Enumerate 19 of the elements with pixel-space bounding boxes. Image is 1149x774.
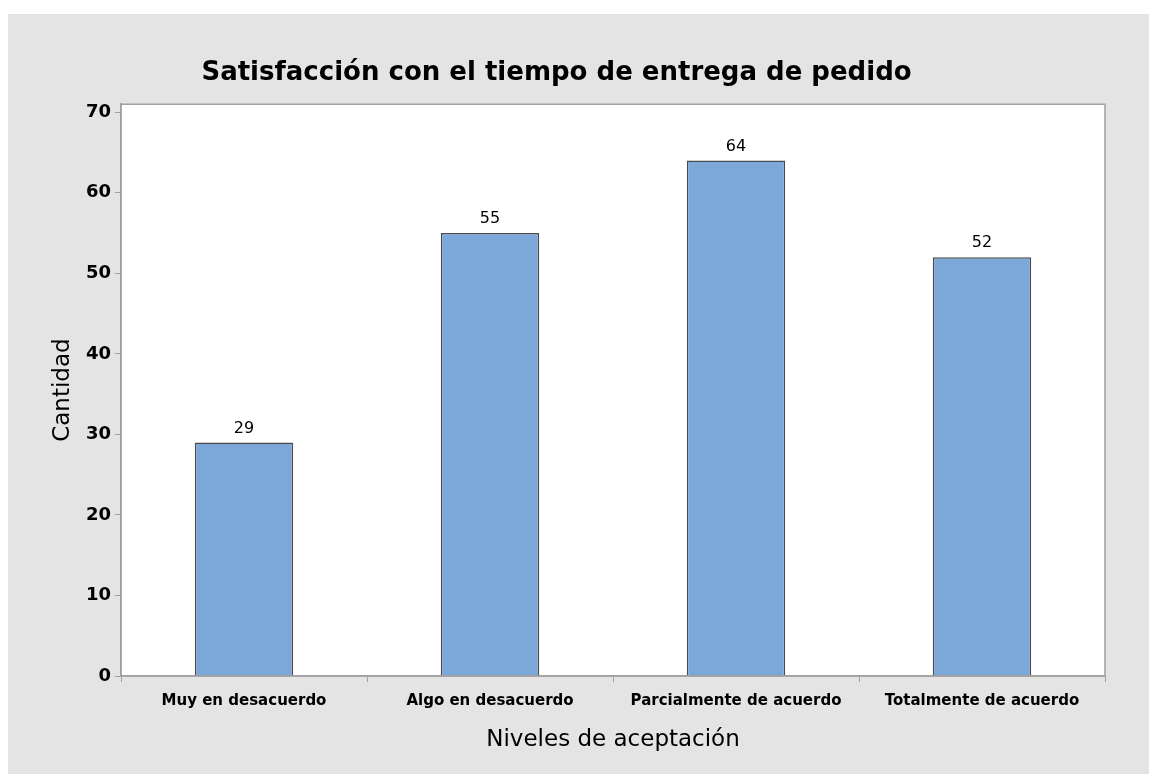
y-tick-label: 70 <box>85 99 111 121</box>
x-axis-title: Niveles de aceptación <box>486 725 740 752</box>
data-label: 55 <box>479 208 501 228</box>
y-tick-label: 60 <box>85 180 111 202</box>
y-axis-title: Cantidad <box>47 338 74 442</box>
x-tick-label: Parcialmente de acuerdo <box>630 690 842 709</box>
y-tick-label: 0 <box>98 663 111 685</box>
data-label: 64 <box>725 135 747 155</box>
y-tick-label: 50 <box>85 261 111 282</box>
y-tick-label: 40 <box>85 341 111 363</box>
x-tick-label: Muy en desacuerdo <box>161 690 327 709</box>
data-label: 29 <box>233 417 255 437</box>
y-tick-label: 30 <box>85 422 111 444</box>
data-label: 52 <box>971 232 993 252</box>
x-tick-label: Algo en desacuerdo <box>406 690 574 709</box>
y-tick-label: 10 <box>85 583 111 605</box>
y-tick-label: 20 <box>85 502 111 524</box>
chart-title: Satisfacción con el tiempo de entrega de pedido <box>201 56 912 87</box>
x-tick-label: Totalmente de acuerdo <box>884 690 1080 709</box>
